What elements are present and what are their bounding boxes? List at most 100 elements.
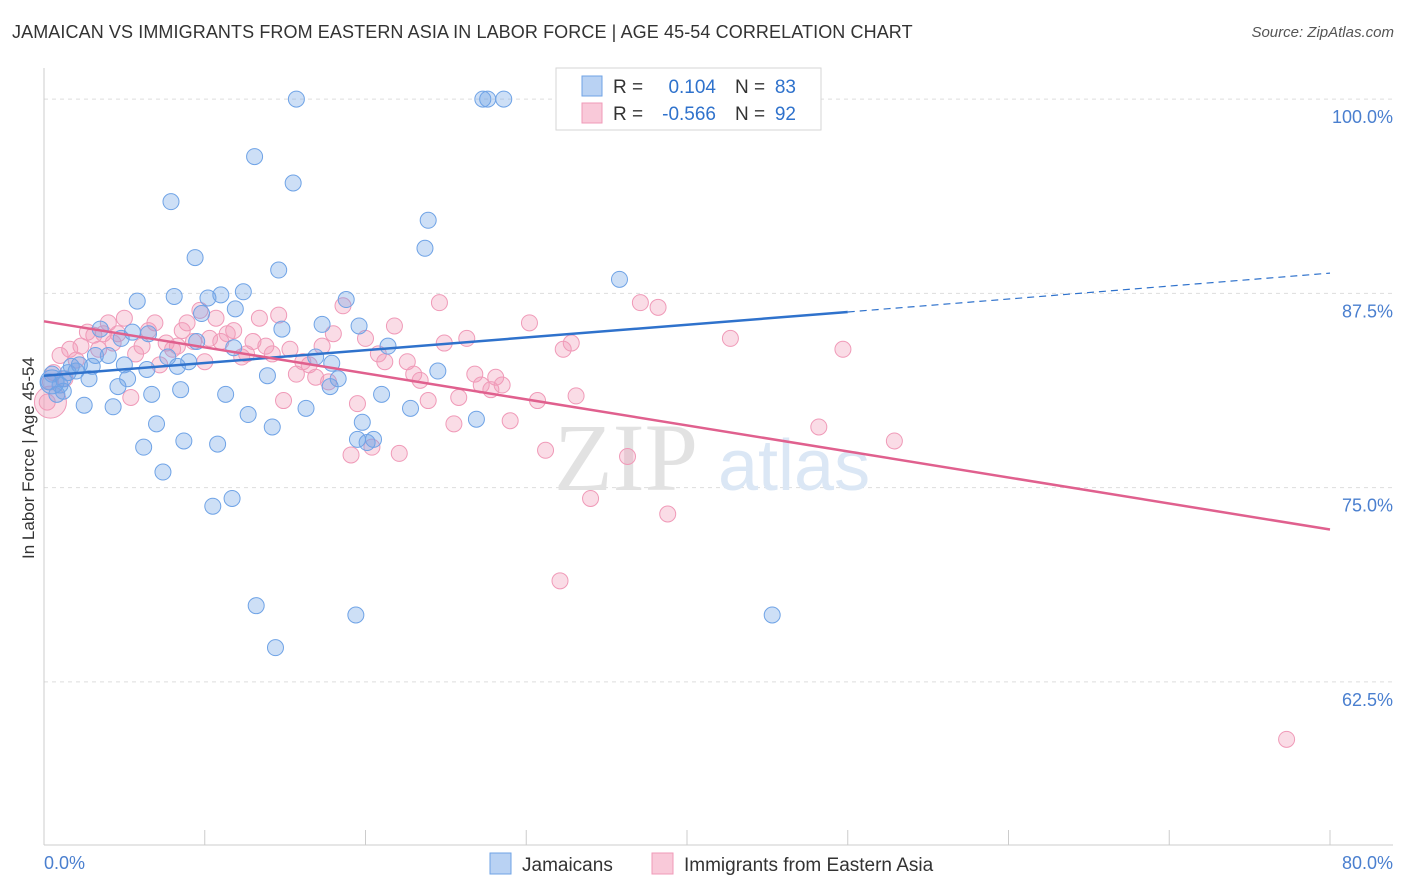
immigrants-point <box>885 432 903 450</box>
immigrants-point <box>178 314 196 332</box>
x-ticks <box>204 830 1331 845</box>
stats-swatch-jamaicans <box>581 75 603 97</box>
immigrants-point <box>191 301 209 319</box>
jamaicans-point <box>138 360 156 378</box>
chart-title: JAMAICAN VS IMMIGRANTS FROM EASTERN ASIA… <box>12 22 913 42</box>
stats-n-value-2: 92 <box>775 104 796 125</box>
jamaicans-point <box>172 381 190 399</box>
immigrants-point <box>324 325 342 343</box>
jamaicans-point <box>353 413 371 431</box>
immigrants-point <box>1278 730 1296 748</box>
jamaicans-point <box>379 337 397 355</box>
jamaicans-point <box>610 270 628 288</box>
y-tick-label: 100.0% <box>1332 107 1393 127</box>
stats-r-value-1: 0.104 <box>668 77 716 98</box>
jamaicans-point <box>223 489 241 507</box>
immigrants-point <box>834 340 852 358</box>
immigrants-point <box>275 392 293 410</box>
jamaicans-trend-line <box>43 310 848 377</box>
watermark-zip: ZIP <box>554 404 698 511</box>
immigrants-point <box>376 353 394 371</box>
immigrants-point <box>430 294 448 312</box>
jamaicans-point <box>204 497 222 515</box>
jamaicans-point <box>419 211 437 229</box>
jamaicans-trend-extension <box>847 272 1331 313</box>
y-tick-labels: 62.5% 75.0% 87.5% 100.0% <box>1332 107 1393 710</box>
jamaicans-point <box>297 399 315 417</box>
jamaicans-point <box>429 362 447 380</box>
immigrants-point <box>51 346 69 364</box>
jamaicans-point <box>479 90 497 108</box>
immigrants-point <box>419 392 437 410</box>
y-tick-label: 75.0% <box>1342 496 1393 516</box>
immigrants-point <box>146 314 164 332</box>
immigrants-point <box>810 418 828 436</box>
jamaicans-point <box>119 370 137 388</box>
jamaicans-point <box>402 399 420 417</box>
jamaicans-point <box>128 292 146 310</box>
immigrants-point <box>659 505 677 523</box>
jamaicans-point <box>373 385 391 403</box>
jamaicans-point <box>135 438 153 456</box>
immigrants-point <box>458 329 476 347</box>
jamaicans-point <box>284 174 302 192</box>
jamaicans-point <box>350 317 368 335</box>
stats-r-value-2: -0.566 <box>662 104 716 125</box>
jamaicans-point <box>273 320 291 338</box>
jamaicans-point <box>148 415 166 433</box>
grid-lines <box>44 98 1393 683</box>
immigrants-point <box>115 309 133 327</box>
jamaicans-point <box>416 239 434 257</box>
stats-n-value-1: 83 <box>775 77 796 98</box>
jamaicans-point <box>175 432 193 450</box>
bottom-legend: Jamaicans Immigrants from Eastern Asia <box>489 852 934 876</box>
series-immigrants-points <box>33 294 1296 748</box>
immigrants-point <box>619 448 637 465</box>
legend-label-immigrants: Immigrants from Eastern Asia <box>684 855 934 876</box>
immigrants-point <box>72 337 90 355</box>
jamaicans-point <box>193 305 211 323</box>
watermark-atlas: atlas <box>718 426 870 506</box>
jamaicans-point <box>347 606 365 624</box>
x-tick-label-max: 80.0% <box>1342 853 1393 873</box>
immigrants-point <box>244 333 262 351</box>
stats-r-label-1: R = <box>613 77 643 98</box>
immigrants-point <box>631 294 649 312</box>
jamaicans-point <box>270 261 288 279</box>
jamaicans-point <box>209 435 227 453</box>
immigrants-point <box>466 365 484 383</box>
jamaicans-point <box>474 90 492 108</box>
jamaicans-point <box>495 90 513 108</box>
immigrants-trend-line <box>43 320 1331 531</box>
jamaicans-point <box>263 418 281 436</box>
immigrants-point <box>61 340 79 358</box>
jamaicans-point <box>226 300 244 318</box>
jamaicans-point <box>239 406 257 424</box>
legend-swatch-immigrants <box>651 852 674 875</box>
immigrants-point <box>207 309 225 327</box>
jamaicans-point <box>307 348 325 366</box>
jamaicans-point <box>104 398 122 416</box>
immigrants-point <box>348 395 366 413</box>
immigrants-point <box>201 329 219 347</box>
stats-swatch-immigrants <box>581 102 603 124</box>
immigrants-point <box>582 489 600 507</box>
jamaicans-point <box>212 286 230 304</box>
immigrants-point <box>122 388 140 406</box>
jamaicans-point <box>258 367 276 385</box>
jamaicans-point <box>70 356 88 374</box>
immigrants-point <box>33 385 67 419</box>
jamaicans-point <box>763 606 781 624</box>
stats-n-label-2: N = <box>735 104 765 125</box>
jamaicans-point <box>54 382 72 400</box>
y-tick-label: 62.5% <box>1342 690 1393 710</box>
jamaicans-point <box>337 291 355 309</box>
y-axis-title: In Labor Force | Age 45-54 <box>19 357 38 559</box>
immigrants-point <box>721 329 739 347</box>
jamaicans-point <box>180 353 198 371</box>
immigrants-point <box>501 412 519 430</box>
legend-swatch-jamaicans <box>489 852 512 875</box>
immigrants-point <box>342 446 360 464</box>
stats-n-label-1: N = <box>735 77 765 98</box>
